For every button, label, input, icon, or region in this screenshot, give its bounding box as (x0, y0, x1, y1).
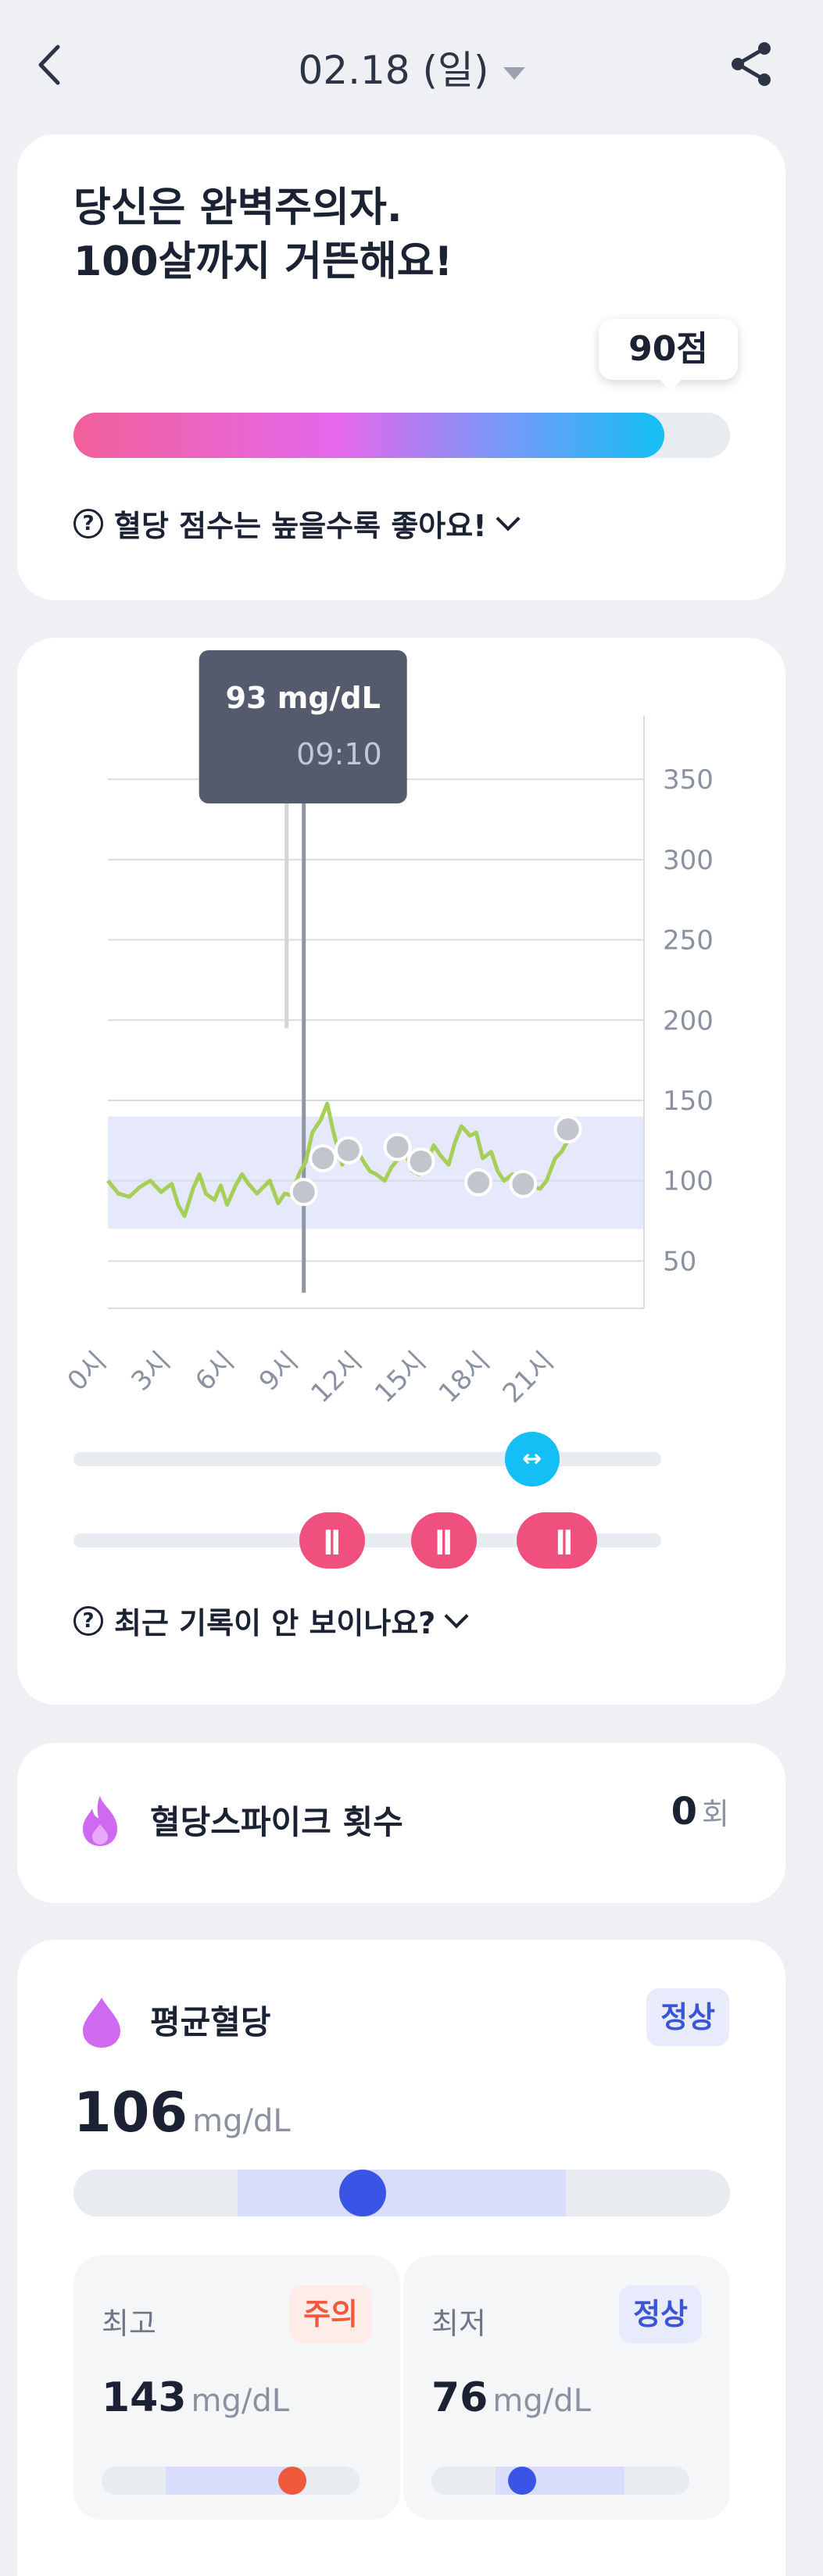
max-value: 143 mg/dL (102, 2374, 289, 2421)
top-bar: 02.18 (일) (0, 0, 823, 129)
records-help-toggle[interactable]: ? 최근 기록이 안 보이나요? (73, 1599, 469, 1642)
meal-marker (334, 1136, 363, 1165)
average-indicator (338, 2170, 386, 2216)
min-label: 최저 (431, 2306, 486, 2341)
y-tick-label: 200 (663, 1005, 714, 1036)
max-glucose-card: 최고 주의 143 mg/dL (73, 2256, 400, 2520)
max-status-badge: 주의 (289, 2285, 372, 2343)
max-number: 143 (102, 2374, 187, 2421)
y-tick-label: 50 (663, 1246, 696, 1277)
meal-marker (383, 1132, 412, 1161)
y-tick-label: 250 (663, 925, 714, 957)
fork-knife-icon[interactable]: ǁ (299, 1512, 365, 1569)
max-indicator (278, 2467, 307, 2495)
question-icon: ? (73, 1605, 103, 1636)
time-slider-track[interactable]: ↔ (73, 1432, 661, 1487)
tooltip-box (199, 650, 407, 803)
date-selector[interactable]: 02.18 (일) (0, 39, 823, 95)
x-tick-label: 3시 (125, 1346, 177, 1397)
score-badge: 90점 (599, 319, 738, 391)
min-number: 76 (431, 2374, 488, 2421)
max-range-bar (102, 2467, 360, 2495)
score-card: 당신은 완벽주의자. 100살까지 거뜬해요! 90점 ? 혈당 점수는 높을수… (17, 134, 785, 600)
spike-label: 혈당스파이크 횟수 (150, 1803, 403, 1841)
max-normal-band (166, 2467, 295, 2495)
chart-tooltip: 93 mg/dL 09:10 (199, 650, 407, 803)
glucose-chart[interactable]: 350 300 250 200 150 100 50 0시 3시 6시 9시 12시 15시 18시 21시… (17, 638, 785, 1705)
meal-marker (553, 1114, 582, 1143)
average-status-badge: 정상 (646, 1988, 729, 2046)
spike-count-value: 0 (671, 1790, 698, 1834)
meal-marker (406, 1147, 435, 1176)
max-label: 최고 (102, 2306, 156, 2341)
meal-marker (309, 1143, 338, 1172)
x-tick-label: 12시 (305, 1346, 368, 1409)
chevron-down-icon (495, 506, 521, 531)
drop-icon (83, 1998, 120, 2048)
min-value: 76 mg/dL (431, 2374, 591, 2421)
min-unit: mg/dL (492, 2383, 591, 2419)
y-tick-label: 350 (663, 764, 714, 796)
y-tick-label: 150 (663, 1086, 714, 1117)
question-icon: ? (73, 508, 103, 538)
glucose-chart-card: 350 300 250 200 150 100 50 0시 3시 6시 9시 12시 15시 18시 21시… (17, 638, 785, 1705)
average-label: 평균혈당 (150, 2003, 271, 2041)
x-tick-label: 6시 (189, 1346, 241, 1397)
max-unit: mg/dL (191, 2383, 290, 2419)
normal-range-band (238, 2170, 566, 2216)
average-range-bar (73, 2170, 730, 2216)
fork-knife-icon[interactable]: ǁ (531, 1512, 597, 1569)
average-value: 106 mg/dL (73, 2080, 291, 2145)
y-tick-label: 100 (663, 1166, 714, 1197)
dumbbell-icon[interactable]: ↔ (504, 1432, 560, 1487)
average-number: 106 (73, 2080, 188, 2145)
date-label: 02.18 (일) (298, 48, 489, 93)
tooltip-time: 09:10 (296, 737, 382, 771)
score-headline: 당신은 완벽주의자. 100살까지 거뜬해요! (73, 181, 453, 289)
x-tick-label: 0시 (62, 1346, 113, 1397)
x-tick-label: 15시 (369, 1346, 432, 1409)
meal-marker (464, 1168, 493, 1197)
x-tick-label: 9시 (253, 1346, 305, 1397)
back-arrow-icon[interactable] (28, 38, 75, 92)
x-tick-label: 21시 (497, 1346, 560, 1409)
min-glucose-card: 최저 정상 76 mg/dL (403, 2256, 730, 2520)
x-tick-label: 18시 (433, 1346, 496, 1409)
share-icon[interactable] (727, 39, 777, 89)
meal-marker (289, 1178, 318, 1207)
tooltip-value: 93 mg/dL (226, 681, 381, 715)
spike-count-unit: 회 (702, 1797, 729, 1831)
min-indicator (507, 2467, 536, 2495)
min-range-bar (431, 2467, 689, 2495)
records-help-text: 최근 기록이 안 보이나요? (114, 1606, 436, 1640)
meal-track: ǁǁǁǁ (73, 1512, 661, 1569)
score-bar-fill (73, 413, 664, 458)
headline-line2: 100살까지 거뜬해요! (73, 238, 453, 286)
flame-icon (83, 1796, 117, 1846)
score-bar (73, 413, 730, 458)
meal-marker (509, 1169, 538, 1198)
chevron-down-icon (444, 1603, 469, 1629)
average-unit: mg/dL (192, 2103, 291, 2139)
average-glucose-card: 평균혈당 정상 106 mg/dL 최고 주의 143 mg/dL 최저 정상 76… (17, 1940, 785, 2576)
y-tick-label: 300 (663, 845, 714, 876)
fork-knife-icon[interactable]: ǁ (410, 1512, 477, 1569)
headline-line1: 당신은 완벽주의자. (73, 184, 403, 231)
chevron-down-icon (503, 66, 525, 80)
score-help-text: 혈당 점수는 높을수록 좋아요! (114, 509, 487, 543)
min-status-badge: 정상 (619, 2285, 702, 2343)
score-help-toggle[interactable]: ? 혈당 점수는 높을수록 좋아요! (73, 502, 521, 545)
